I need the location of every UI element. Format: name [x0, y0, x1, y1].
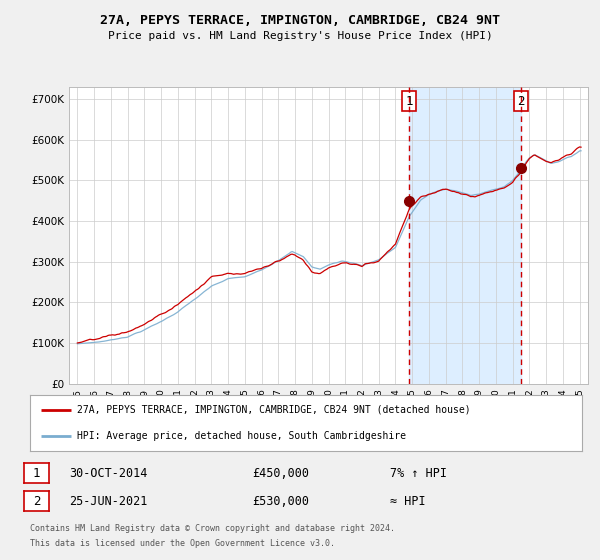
Text: 2: 2 — [517, 95, 524, 108]
Text: This data is licensed under the Open Government Licence v3.0.: This data is licensed under the Open Gov… — [30, 539, 335, 548]
Text: 7% ↑ HPI: 7% ↑ HPI — [390, 466, 447, 480]
Text: 30-OCT-2014: 30-OCT-2014 — [69, 466, 148, 480]
Text: Contains HM Land Registry data © Crown copyright and database right 2024.: Contains HM Land Registry data © Crown c… — [30, 524, 395, 533]
Text: Price paid vs. HM Land Registry's House Price Index (HPI): Price paid vs. HM Land Registry's House … — [107, 31, 493, 41]
Text: ≈ HPI: ≈ HPI — [390, 494, 425, 508]
Bar — [409, 87, 521, 384]
Text: 27A, PEPYS TERRACE, IMPINGTON, CAMBRIDGE, CB24 9NT: 27A, PEPYS TERRACE, IMPINGTON, CAMBRIDGE… — [100, 14, 500, 27]
Text: 1: 1 — [33, 466, 40, 480]
Text: £530,000: £530,000 — [252, 494, 309, 508]
Text: HPI: Average price, detached house, South Cambridgeshire: HPI: Average price, detached house, Sout… — [77, 431, 406, 441]
Text: £450,000: £450,000 — [252, 466, 309, 480]
Text: 25-JUN-2021: 25-JUN-2021 — [69, 494, 148, 508]
Text: 27A, PEPYS TERRACE, IMPINGTON, CAMBRIDGE, CB24 9NT (detached house): 27A, PEPYS TERRACE, IMPINGTON, CAMBRIDGE… — [77, 405, 470, 415]
Text: 1: 1 — [406, 95, 413, 108]
Text: 2: 2 — [33, 494, 40, 508]
